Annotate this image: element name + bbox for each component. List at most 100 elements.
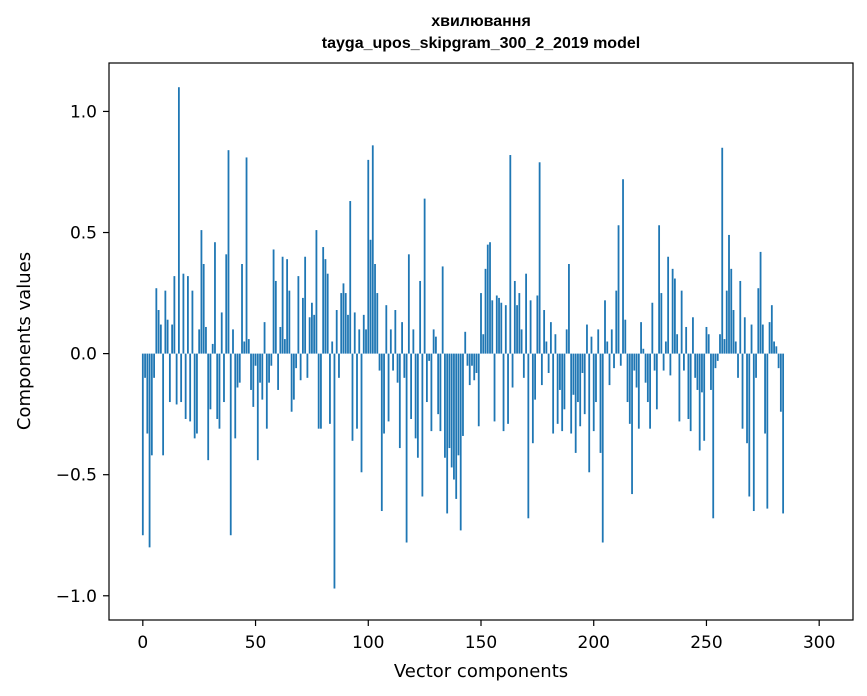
bar	[773, 341, 775, 354]
bar	[615, 290, 618, 354]
bar	[220, 312, 223, 354]
bar	[225, 254, 228, 354]
bar	[552, 353, 555, 434]
bar	[536, 295, 539, 354]
bar	[556, 353, 559, 424]
bar	[574, 353, 577, 453]
bar	[504, 305, 507, 354]
bar	[173, 276, 176, 354]
bar	[214, 242, 216, 354]
x-tick-label: 0	[137, 633, 148, 653]
x-tick-label: 200	[578, 633, 610, 653]
bar	[646, 353, 649, 403]
bar	[277, 353, 279, 390]
bar	[619, 353, 622, 366]
bar	[741, 353, 744, 429]
bar	[707, 334, 710, 354]
bar	[374, 264, 376, 354]
bar	[696, 353, 699, 390]
bar	[595, 353, 597, 403]
bar	[209, 353, 212, 410]
bar	[529, 300, 532, 354]
bar	[376, 293, 379, 354]
bar	[297, 276, 300, 354]
x-tick-label: 100	[352, 633, 384, 653]
bar	[660, 293, 663, 354]
bar	[385, 305, 388, 354]
bar	[392, 353, 394, 371]
bar	[464, 331, 467, 354]
bar	[599, 353, 602, 453]
bar	[425, 353, 428, 403]
bar	[683, 353, 685, 371]
bar	[748, 353, 751, 497]
bar	[405, 353, 408, 543]
bar	[432, 329, 435, 354]
x-tick-label: 300	[803, 633, 835, 653]
bar	[196, 353, 198, 434]
bar	[394, 310, 397, 354]
x-tick-label: 50	[245, 633, 267, 653]
bar	[301, 297, 304, 354]
bar	[563, 353, 566, 410]
bar	[320, 353, 322, 429]
bar	[757, 288, 760, 354]
bar	[755, 353, 757, 378]
bar	[430, 353, 433, 432]
bar	[439, 353, 442, 432]
bar	[664, 341, 667, 354]
bar	[520, 329, 523, 354]
bar	[412, 329, 415, 354]
bar	[263, 322, 266, 354]
bar	[326, 273, 329, 354]
bar	[396, 353, 399, 383]
bar	[583, 353, 586, 415]
bar	[730, 268, 733, 354]
bar	[746, 353, 748, 444]
bar	[547, 353, 550, 373]
bar	[518, 293, 521, 354]
bar	[525, 273, 527, 354]
bar	[437, 353, 440, 415]
bar	[750, 324, 753, 354]
bar	[281, 256, 284, 354]
bar	[622, 179, 624, 354]
bar	[407, 254, 410, 354]
bar	[480, 293, 482, 354]
y-tick-label: −0.5	[56, 466, 97, 486]
bar	[601, 353, 604, 543]
bar	[455, 353, 458, 499]
bar	[568, 264, 570, 354]
bar	[184, 353, 187, 419]
bar	[721, 147, 724, 354]
bar	[570, 353, 573, 434]
bar	[667, 256, 670, 354]
bar	[703, 353, 706, 441]
bar	[579, 353, 582, 427]
bar	[146, 353, 149, 434]
bar	[671, 268, 674, 354]
bar	[211, 343, 214, 354]
bar	[448, 353, 451, 449]
bar	[193, 353, 196, 439]
bar	[243, 341, 246, 354]
bar	[166, 319, 169, 354]
bar	[495, 295, 498, 354]
bar	[534, 353, 537, 400]
bar	[218, 353, 221, 429]
bar	[716, 353, 719, 361]
bar	[153, 353, 155, 378]
bar	[676, 334, 679, 354]
bar	[468, 353, 471, 386]
chart-subtitle: tayga_upos_skipgram_300_2_2019 model	[321, 35, 641, 52]
bar	[311, 302, 313, 354]
bar	[286, 259, 289, 354]
bar	[191, 290, 194, 354]
bar	[475, 353, 478, 373]
bar	[768, 322, 771, 354]
bar	[205, 326, 207, 354]
bar	[450, 353, 453, 468]
bar	[389, 329, 392, 354]
bar	[723, 339, 726, 354]
